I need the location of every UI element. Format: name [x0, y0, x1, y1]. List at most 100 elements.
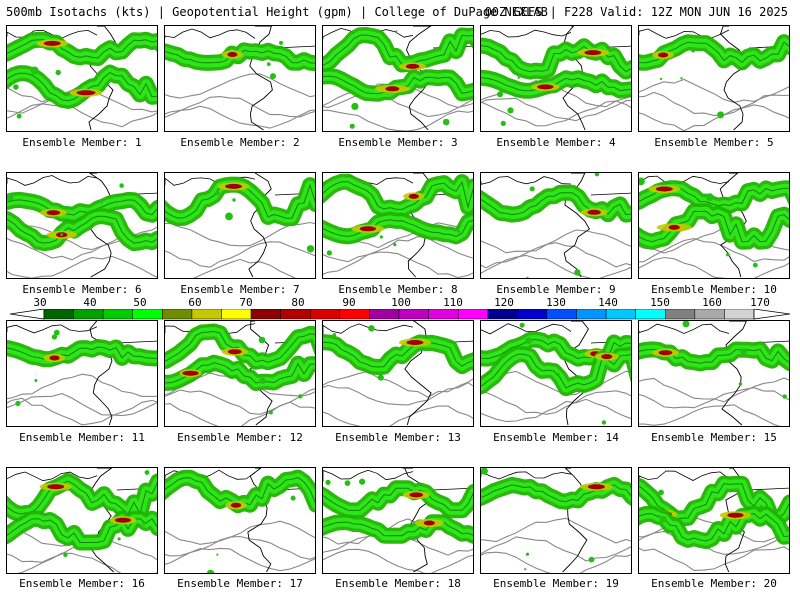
ensemble-member-map — [6, 172, 158, 279]
ensemble-member-label: Ensemble Member: 14 — [493, 431, 619, 444]
colorbar-swatch — [605, 309, 636, 320]
ensemble-member-label: Ensemble Member: 20 — [651, 577, 777, 590]
colorbar-swatch — [694, 309, 725, 320]
colorbar-swatch — [724, 309, 755, 320]
colorbar-swatches — [10, 309, 790, 320]
ensemble-member-label: Ensemble Member: 10 — [651, 283, 777, 296]
colorbar-tick-label: 50 — [133, 296, 147, 309]
ensemble-member-label: Ensemble Member: 16 — [19, 577, 145, 590]
jet-stream-plot — [481, 468, 631, 573]
ensemble-member-map — [638, 25, 790, 132]
colorbar-tick-label: 150 — [650, 296, 670, 309]
ensemble-member-label: Ensemble Member: 9 — [496, 283, 616, 296]
colorbar-tick-label: 30 — [33, 296, 47, 309]
colorbar-tick-label: 170 — [750, 296, 770, 309]
colorbar-swatch — [191, 309, 222, 320]
colorbar-swatch — [43, 309, 74, 320]
colorbar-swatch — [546, 309, 577, 320]
jet-stream-plot — [165, 173, 315, 278]
colorbar-tick-label: 130 — [546, 296, 566, 309]
ensemble-member-map — [322, 320, 474, 427]
colorbar-tick-labels: 30 40 50 60 70 80 90 100 110 120 130 140 150 160 170 — [10, 297, 790, 309]
colorbar-tick-label: 90 — [342, 296, 356, 309]
colorbar-swatch — [576, 309, 607, 320]
ensemble-member-map — [6, 25, 158, 132]
ensemble-member-label: Ensemble Member: 19 — [493, 577, 619, 590]
ensemble-member-map — [6, 320, 158, 427]
ensemble-member-map — [480, 172, 632, 279]
colorbar-swatch — [102, 309, 133, 320]
ensemble-member-map — [638, 320, 790, 427]
jet-stream-plot — [639, 26, 789, 131]
colorbar-swatch — [250, 309, 281, 320]
jet-stream-plot — [7, 468, 157, 573]
colorbar-swatch — [665, 309, 696, 320]
colorbar-swatch — [310, 309, 341, 320]
colorbar-tick-label: 80 — [291, 296, 305, 309]
ensemble-member-label: Ensemble Member: 4 — [496, 136, 616, 149]
ensemble-member-label: Ensemble Member: 13 — [335, 431, 461, 444]
header-run-info: 00Z GEFS | F228 Valid: 12Z MON JUN 16 20… — [484, 5, 788, 19]
colorbar-swatch — [132, 309, 163, 320]
ensemble-member-map — [164, 467, 316, 574]
jet-stream-plot — [165, 26, 315, 131]
ensemble-member-label: Ensemble Member: 17 — [177, 577, 303, 590]
colorbar-tick-label: 40 — [83, 296, 97, 309]
ensemble-member-map — [322, 25, 474, 132]
jet-stream-plot — [639, 173, 789, 278]
ensemble-member-map — [480, 320, 632, 427]
colorbar-tick-label: 100 — [391, 296, 411, 309]
colorbar-swatch — [517, 309, 548, 320]
colorbar-swatch — [457, 309, 489, 320]
ensemble-member-label: Ensemble Member: 12 — [177, 431, 303, 444]
jet-stream-plot — [7, 321, 157, 426]
jet-stream-plot — [323, 26, 473, 131]
colorbar-tick-label: 140 — [598, 296, 618, 309]
colorbar-swatch — [221, 309, 252, 320]
ensemble-member-map — [164, 320, 316, 427]
ensemble-member-label: Ensemble Member: 3 — [338, 136, 458, 149]
jet-stream-plot — [639, 321, 789, 426]
jet-stream-plot — [7, 173, 157, 278]
jet-stream-plot — [7, 26, 157, 131]
colorbar-swatch — [162, 309, 193, 320]
jet-stream-plot — [481, 321, 631, 426]
colorbar-tick-label: 60 — [188, 296, 202, 309]
jet-stream-plot — [323, 173, 473, 278]
ensemble-member-map — [480, 467, 632, 574]
ensemble-member-map — [480, 25, 632, 132]
ensemble-member-map — [322, 467, 474, 574]
jet-stream-plot — [481, 26, 631, 131]
ensemble-member-map — [638, 172, 790, 279]
jet-stream-plot — [639, 468, 789, 573]
colorbar-swatch — [635, 309, 666, 320]
ensemble-member-label: Ensemble Member: 6 — [22, 283, 142, 296]
ensemble-member-label: Ensemble Member: 1 — [22, 136, 142, 149]
isotach-colorbar: 30 40 50 60 70 80 90 100 110 120 130 140 150 160 170 — [10, 297, 790, 321]
ensemble-member-label: Ensemble Member: 8 — [338, 283, 458, 296]
ensemble-member-label: Ensemble Member: 2 — [180, 136, 300, 149]
colorbar-tick-label: 70 — [239, 296, 253, 309]
ensemble-member-map — [638, 467, 790, 574]
jet-stream-plot — [323, 321, 473, 426]
ensemble-member-label: Ensemble Member: 7 — [180, 283, 300, 296]
ensemble-member-label: Ensemble Member: 11 — [19, 431, 145, 444]
map-header: 500mb Isotachs (kts) | Geopotential Heig… — [0, 0, 800, 24]
colorbar-swatch — [339, 309, 370, 320]
colorbar-tick-label: 160 — [702, 296, 722, 309]
ensemble-member-map — [6, 467, 158, 574]
ensemble-member-map — [322, 172, 474, 279]
colorbar-swatch — [487, 309, 518, 320]
ensemble-member-label: Ensemble Member: 18 — [335, 577, 461, 590]
jet-stream-plot — [165, 468, 315, 573]
colorbar-tick-label: 120 — [494, 296, 514, 309]
ensemble-member-map — [164, 25, 316, 132]
jet-stream-plot — [323, 468, 473, 573]
colorbar-swatch — [398, 309, 429, 320]
jet-stream-plot — [481, 173, 631, 278]
colorbar-tick-label: 110 — [443, 296, 463, 309]
colorbar-swatch — [369, 309, 400, 320]
ensemble-member-label: Ensemble Member: 5 — [654, 136, 774, 149]
jet-stream-plot — [165, 321, 315, 426]
colorbar-swatch — [428, 309, 459, 320]
